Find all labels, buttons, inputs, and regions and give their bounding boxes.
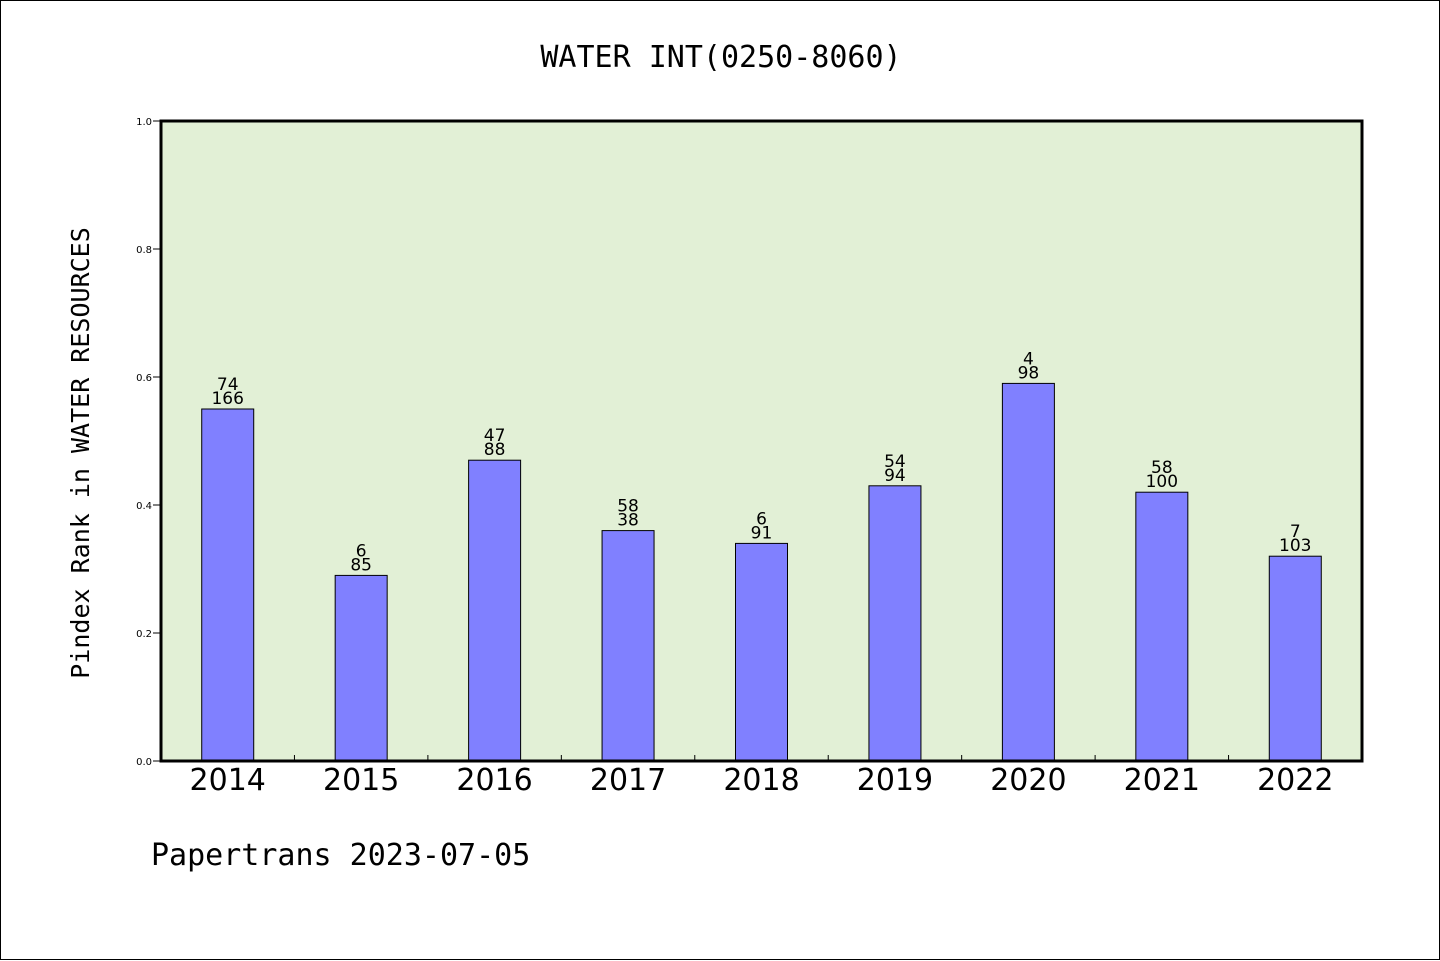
bar-label-top: 74 — [217, 375, 239, 395]
bar-2016 — [468, 459, 522, 762]
bar-label-bottom: 166 — [211, 389, 243, 409]
bar-label-bottom: 38 — [617, 511, 639, 531]
x-tick-label: 2022 — [1257, 763, 1333, 798]
chart-title: WATER INT(0250-8060) — [540, 40, 901, 75]
bar-label-top: 54 — [884, 452, 906, 472]
y-tick-label: 0.8 — [136, 245, 152, 256]
bar-label-top: 58 — [1151, 458, 1173, 478]
bar-label-bottom: 88 — [484, 440, 506, 460]
bar-label-bottom: 91 — [751, 523, 773, 543]
bar-2019 — [868, 485, 922, 762]
y-tick-label: 0.2 — [136, 629, 152, 640]
bar-label-top: 6 — [356, 541, 367, 561]
x-tick-label: 2017 — [590, 763, 666, 798]
bar-2022 — [1268, 555, 1322, 762]
plot-border — [159, 119, 1364, 763]
bar-label-bottom: 94 — [884, 466, 906, 486]
bar-label-top: 58 — [617, 497, 639, 517]
x-tick-label: 2021 — [1124, 763, 1200, 798]
bar-2017 — [601, 530, 655, 762]
x-tick-label: 2016 — [456, 763, 532, 798]
bar-label-top: 7 — [1290, 522, 1301, 542]
bar-label-top: 6 — [756, 509, 767, 529]
bar-label-bottom: 103 — [1279, 536, 1311, 556]
bar-2020 — [1001, 382, 1055, 762]
x-tick-label: 2018 — [723, 763, 799, 798]
bar-2014 — [201, 408, 255, 762]
bar-label-top: 47 — [484, 426, 506, 446]
y-axis-ticks: 0.0 0.2 0.4 0.6 0.8 1.0 — [136, 117, 161, 768]
y-axis-label: Pindex Rank in WATER RESOURCES — [66, 227, 95, 679]
y-tick-label: 1.0 — [136, 117, 152, 128]
bar-label-top: 4 — [1023, 349, 1034, 369]
x-tick-label: 2019 — [857, 763, 933, 798]
bar-2018 — [735, 542, 788, 762]
x-tick-label: 2020 — [990, 763, 1066, 798]
bar-2021 — [1135, 491, 1189, 762]
bar-label-bottom: 100 — [1146, 472, 1178, 492]
bar-label-bottom: 85 — [350, 555, 372, 575]
x-tick-label: 2014 — [190, 763, 266, 798]
bar-label-bottom: 98 — [1018, 363, 1040, 383]
y-tick-label: 0.0 — [136, 757, 152, 768]
footer-credit: Papertrans 2023-07-05 — [151, 838, 530, 873]
y-tick-label: 0.6 — [136, 373, 152, 384]
x-tick-label: 2015 — [323, 763, 399, 798]
y-tick-label: 0.4 — [136, 501, 152, 512]
x-axis-ticks: 2014 2015 2016 2017 2018 2019 2020 2021 2022 — [190, 755, 1333, 798]
bar-2015 — [334, 574, 388, 762]
